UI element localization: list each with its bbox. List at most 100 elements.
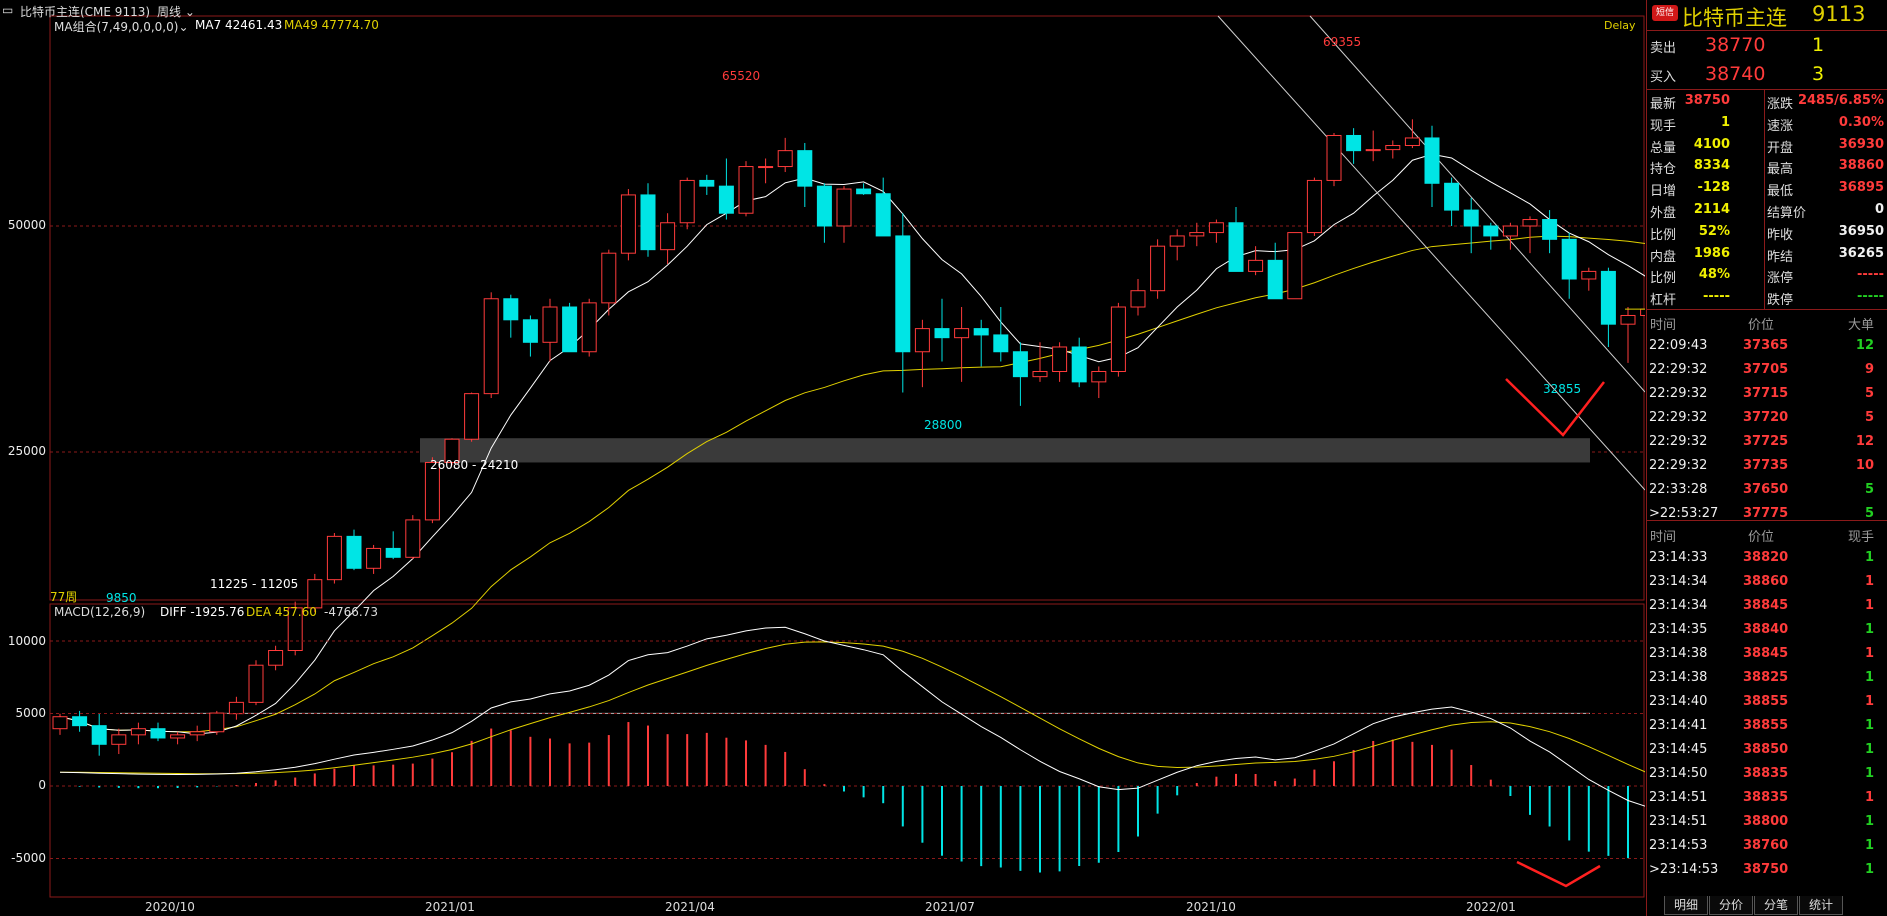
high-annotation: 69355 (1323, 35, 1362, 49)
qty-cell: 1 (1864, 838, 1874, 853)
tab-price-dist[interactable]: 分价 (1709, 896, 1753, 915)
table-header: 时间 价位 大单 (1647, 311, 1887, 333)
price-tick-label: 25000 (7, 444, 46, 458)
ask-label: 卖出 (1650, 41, 1677, 56)
ma-group-label: MA组合(7,49,0,0,0,0) (54, 20, 179, 34)
ask-row[interactable]: 卖出 38770 1 (1647, 33, 1887, 59)
candle-up (1326, 134, 1342, 181)
candle-up (1404, 137, 1420, 147)
instrument-title[interactable]: 比特币主连(CME 9113) (20, 5, 151, 19)
table-row[interactable]: 23:14:38 38845 1 (1647, 643, 1887, 664)
candle-down (993, 334, 1009, 353)
candle-up (1130, 290, 1146, 308)
tab-stats[interactable]: 统计 (1799, 896, 1843, 915)
high-annotation: 65520 (722, 69, 761, 83)
sms-badge[interactable]: 短信 (1652, 5, 1678, 21)
bid-row[interactable]: 买入 38740 3 (1647, 62, 1887, 88)
panel-tabs: 明细 分价 分笔 统计 (1647, 896, 1887, 916)
table-row[interactable]: 23:14:50 38835 1 (1647, 763, 1887, 784)
qty-cell: 12 (1855, 434, 1874, 449)
channel-line (1217, 15, 1645, 491)
candle-up (248, 664, 264, 703)
price-cell: 37775 (1743, 506, 1789, 521)
quote-value: 36930 (1838, 136, 1884, 152)
table-row[interactable]: 23:14:41 38855 1 (1647, 715, 1887, 736)
candle-up (287, 607, 303, 652)
qty-cell: 5 (1864, 386, 1874, 401)
macd-legend[interactable]: MACD(12,26,9) (54, 605, 146, 619)
tab-trades[interactable]: 分笔 (1754, 896, 1798, 915)
candle-up (1208, 222, 1224, 234)
period-label: 周线 (157, 5, 182, 19)
price-cell: 38825 (1743, 670, 1789, 685)
candle-up (1385, 145, 1401, 151)
table-row[interactable]: 22:09:43 37365 12 (1647, 335, 1887, 356)
candle-up (1522, 219, 1538, 227)
table-row[interactable]: 22:29:32 37705 9 (1647, 359, 1887, 380)
quote-row: 杠杆 ----- 跌停 ----- (1647, 286, 1887, 308)
time-cell: 22:29:32 (1649, 458, 1708, 473)
ma-group-legend[interactable]: MA组合(7,49,0,0,0,0)⌄ (54, 18, 189, 35)
quote-value: 36265 (1838, 245, 1884, 261)
price-cell: 37650 (1743, 482, 1789, 497)
table-row[interactable]: 23:14:45 38850 1 (1647, 739, 1887, 760)
time-cell: 22:33:28 (1649, 482, 1708, 497)
candle-down (562, 306, 578, 353)
tab-detail[interactable]: 明细 (1664, 896, 1708, 915)
quote-row: 日增 -128 最低 36895 (1647, 177, 1887, 199)
macd-tick-label: -5000 (11, 851, 46, 865)
column-header: 价位 (1748, 318, 1775, 333)
candle-up (1052, 346, 1068, 373)
table-row[interactable]: 23:14:35 38840 1 (1647, 619, 1887, 640)
time-cell: 22:29:32 (1649, 434, 1708, 449)
chevron-down-icon: ⌄ (178, 20, 189, 34)
table-row[interactable]: 23:14:34 38845 1 (1647, 595, 1887, 616)
time-cell: 23:14:50 (1649, 766, 1708, 781)
time-cell: 22:29:32 (1649, 410, 1708, 425)
table-row[interactable]: 23:14:40 38855 1 (1647, 691, 1887, 712)
table-row[interactable]: 22:29:32 37720 5 (1647, 407, 1887, 428)
table-row[interactable]: 23:14:51 38835 1 (1647, 787, 1887, 808)
candle-up (1287, 232, 1303, 300)
table-row[interactable]: 23:14:34 38860 1 (1647, 571, 1887, 592)
qty-cell: 5 (1864, 506, 1874, 521)
table-row[interactable]: 22:29:32 37715 5 (1647, 383, 1887, 404)
table-row[interactable]: 22:29:32 37735 10 (1647, 455, 1887, 476)
quote-row: 内盘 1986 昨结 36265 (1647, 243, 1887, 265)
candle-down (856, 188, 872, 195)
menu-icon[interactable]: ▭ (2, 3, 14, 17)
divider (1647, 89, 1887, 90)
quote-panel: 短信 比特币主连 9113 卖出 38770 1 买入 38740 3 最新 38… (1646, 0, 1887, 916)
table-row[interactable]: 23:14:38 38825 1 (1647, 667, 1887, 688)
macd-tick-label: 10000 (7, 634, 46, 648)
candle-up (1032, 371, 1048, 378)
table-row[interactable]: 22:33:28 37650 5 (1647, 479, 1887, 500)
table-row[interactable]: >23:14:53 38750 1 (1647, 859, 1887, 880)
quote-value: 2485/6.85% (1797, 93, 1884, 108)
table-row[interactable]: 23:14:51 38800 1 (1647, 811, 1887, 832)
time-cell: 22:09:43 (1649, 338, 1708, 353)
candle-up (738, 166, 754, 214)
candle-down (1542, 219, 1558, 240)
gap-annotation: 26080 - 24210 (430, 458, 519, 472)
quote-label: 昨结 (1767, 249, 1794, 265)
candle-up (954, 328, 970, 339)
table-row[interactable]: 23:14:53 38760 1 (1647, 835, 1887, 856)
price-chart-svg[interactable] (0, 0, 1645, 916)
time-cell: 23:14:45 (1649, 742, 1708, 757)
candle-up (52, 716, 68, 730)
quote-value: 52% (1698, 223, 1730, 239)
quote-label: 比例 (1650, 271, 1677, 287)
chart-area[interactable]: ▭ 比特币主连(CME 9113) 周线 ⌄ MA组合(7,49,0,0,0,0… (0, 0, 1645, 916)
quote-label: 速涨 (1767, 118, 1794, 134)
table-row[interactable]: >22:53:27 37775 5 (1647, 503, 1887, 524)
table-row[interactable]: 22:29:32 37725 12 (1647, 431, 1887, 452)
divider (1647, 520, 1887, 521)
divider (1647, 309, 1887, 310)
table-row[interactable]: 23:14:33 38820 1 (1647, 547, 1887, 568)
quote-row: 持仓 8334 最高 38860 (1647, 155, 1887, 177)
ma49-legend: MA49 47774.70 (284, 18, 379, 32)
dif-line (59, 626, 1645, 807)
quote-label: 昨收 (1767, 227, 1794, 243)
period-selector[interactable]: 周线 ⌄ (157, 3, 195, 20)
